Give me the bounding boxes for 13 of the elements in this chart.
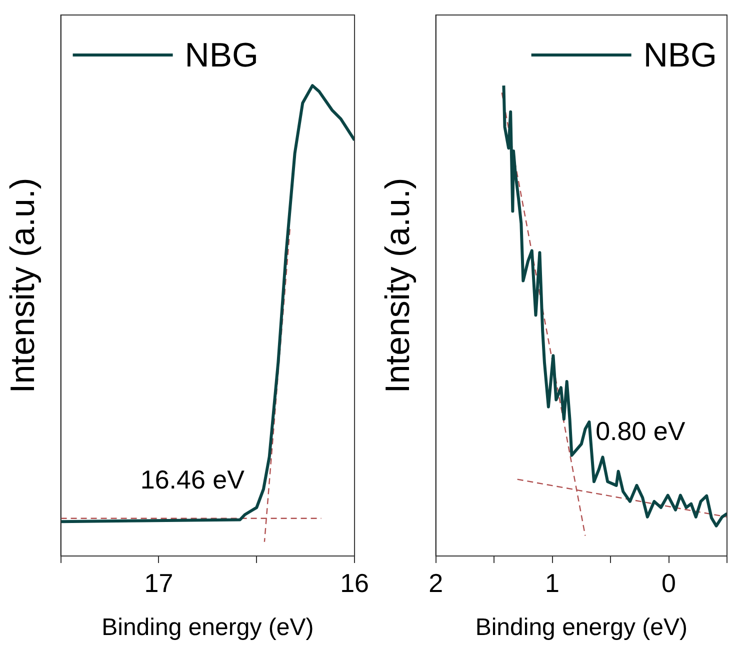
x-tick-label: 17 [144,568,174,598]
annotation: 0.80 eV [596,416,686,446]
x-tick-label: 1 [545,568,560,598]
x-tick-label: 0 [662,568,676,598]
x-axis-title: Binding energy (eV) [102,614,314,642]
y-axis-title: Intensity (a.u.) [378,178,417,394]
x-tick-label: 2 [428,568,444,598]
x-axis-title: Binding energy (eV) [475,614,688,642]
legend-label: NBG [643,36,718,74]
x-tick-label: 16 [340,568,369,598]
annotation: 16.46 eV [140,464,246,494]
legend-label: NBG [184,36,258,74]
y-axis-title: Intensity (a.u.) [4,178,42,394]
